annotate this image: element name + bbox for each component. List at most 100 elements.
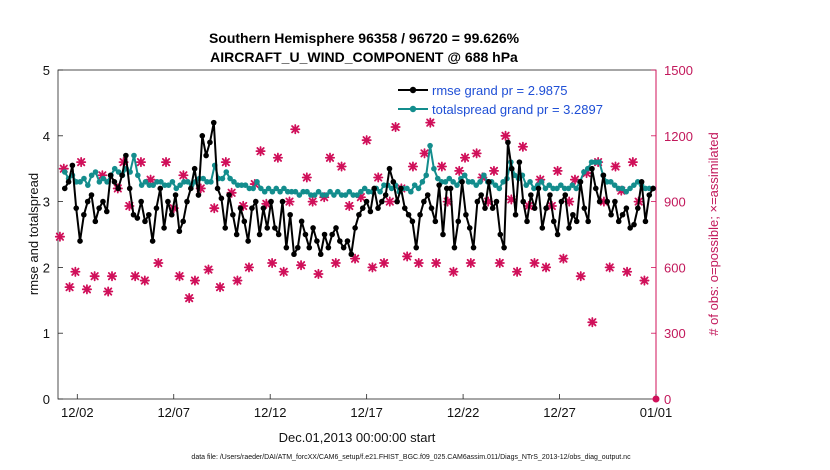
- rmse-point: [623, 205, 630, 211]
- obs-assimilated-point: [373, 172, 384, 183]
- obs-assimilated-point: [195, 183, 206, 194]
- obs-assimilated-point: [419, 148, 430, 159]
- rmse-point: [337, 238, 343, 244]
- totalspread-point: [623, 188, 629, 195]
- rmse-point: [230, 211, 236, 218]
- rmse-point: [340, 244, 347, 251]
- totalspread-series: [61, 142, 656, 198]
- totalspread-point: [304, 188, 310, 195]
- obs-assimilated-point: [70, 266, 81, 277]
- totalspread-point: [561, 185, 568, 192]
- rmse-point: [268, 198, 274, 205]
- rmse-point: [512, 211, 519, 218]
- data-file-footer: data file: /Users/raeder/DAI/ATM_forcXX/…: [191, 454, 631, 461]
- obs-assimilated-point: [261, 198, 272, 209]
- totalspread-point: [354, 192, 360, 198]
- obs-assimilated-point: [552, 165, 563, 176]
- x-axis-label: Dec.01,2013 00:00:00 start: [279, 430, 436, 445]
- totalspread-point: [346, 188, 353, 195]
- rmse-point: [585, 218, 591, 225]
- totalspread-point: [246, 185, 253, 192]
- totalspread-point: [138, 182, 145, 188]
- obs-assimilated-point: [76, 157, 87, 168]
- totalspread-point: [619, 185, 626, 192]
- rmse-point: [77, 238, 83, 244]
- rmse-point: [642, 218, 649, 225]
- rmse-point: [252, 198, 259, 205]
- totalspread-point: [415, 185, 422, 192]
- obs-assimilated-point: [124, 200, 135, 212]
- totalspread-point: [611, 182, 618, 188]
- rmse-point: [382, 192, 389, 198]
- rmse-point: [459, 179, 465, 185]
- rmse-point: [119, 172, 125, 179]
- obs-assimilated-point: [442, 196, 453, 207]
- totalspread-point: [350, 192, 356, 198]
- totalspread-point: [265, 185, 272, 192]
- rmse-point: [172, 192, 179, 198]
- rmse-point: [100, 198, 106, 205]
- totalspread-point: [542, 185, 549, 192]
- totalspread-point: [608, 179, 614, 185]
- rmse-point: [352, 225, 358, 231]
- rmse-point: [581, 205, 588, 211]
- y-right-tick-label: 1200: [664, 129, 693, 144]
- y-left-tick-label: 4: [43, 129, 50, 144]
- totalspread-point: [150, 182, 156, 188]
- rmse-point: [73, 205, 80, 211]
- totalspread-point: [242, 182, 249, 188]
- rmse-point: [176, 228, 183, 235]
- legend-spread-label: totalspread grand pr = 3.2897: [432, 102, 603, 117]
- x-tick-label: 12/02: [61, 405, 94, 420]
- obs-assimilated-point: [558, 253, 569, 264]
- totalspread-point: [111, 165, 118, 172]
- totalspread-point: [81, 175, 87, 182]
- rmse-point: [566, 225, 572, 231]
- rmse-point: [486, 179, 492, 185]
- rmse-point: [589, 165, 595, 172]
- totalspread-point: [461, 172, 468, 179]
- totalspread-point: [158, 179, 164, 185]
- totalspread-point: [315, 188, 322, 195]
- rmse-point: [363, 198, 370, 205]
- rmse-point: [233, 231, 240, 238]
- rmse-point: [111, 179, 118, 185]
- obs-assimilated-point: [390, 121, 401, 133]
- obs-assimilated-point: [336, 161, 347, 172]
- rmse-point: [184, 198, 190, 205]
- rmse-point: [531, 205, 538, 211]
- rmse-point: [608, 211, 614, 218]
- totalspread-point: [161, 182, 168, 188]
- rmse-point: [638, 179, 645, 185]
- y-axis-left-label: rmse and totalspread: [26, 173, 41, 295]
- obs-assimilated-point: [436, 161, 447, 172]
- y-right-tick-label: 300: [664, 326, 686, 341]
- rmse-point: [592, 185, 599, 192]
- rmse-point: [627, 225, 633, 231]
- obs-assimilated-point: [118, 157, 129, 168]
- rmse-point: [61, 185, 68, 192]
- y-axis-right-label: # of obs: o=possible; ×=assimilated: [706, 132, 721, 335]
- rmse-point: [287, 211, 293, 218]
- rmse-point: [344, 238, 351, 244]
- obs-assimilated-point: [64, 282, 75, 293]
- obs-assimilated-point: [610, 161, 621, 172]
- totalspread-point: [446, 175, 453, 182]
- obs-assimilated-point: [214, 282, 226, 293]
- rmse-point: [554, 231, 561, 238]
- rmse-point: [81, 211, 87, 218]
- rmse-point: [501, 244, 507, 251]
- obs-possible-point: [652, 395, 660, 403]
- rmse-point: [543, 205, 549, 211]
- rmse-point: [130, 211, 137, 218]
- totalspread-point: [200, 175, 206, 182]
- rmse-point: [260, 205, 267, 211]
- obs-assimilated-point: [330, 257, 341, 269]
- totalspread-point: [88, 172, 95, 179]
- rmse-point: [126, 185, 133, 192]
- obs-assimilated-point: [604, 262, 615, 273]
- totalspread-point: [219, 175, 226, 182]
- y-right-tick-label: 1500: [664, 63, 693, 78]
- totalspread-point: [496, 185, 503, 192]
